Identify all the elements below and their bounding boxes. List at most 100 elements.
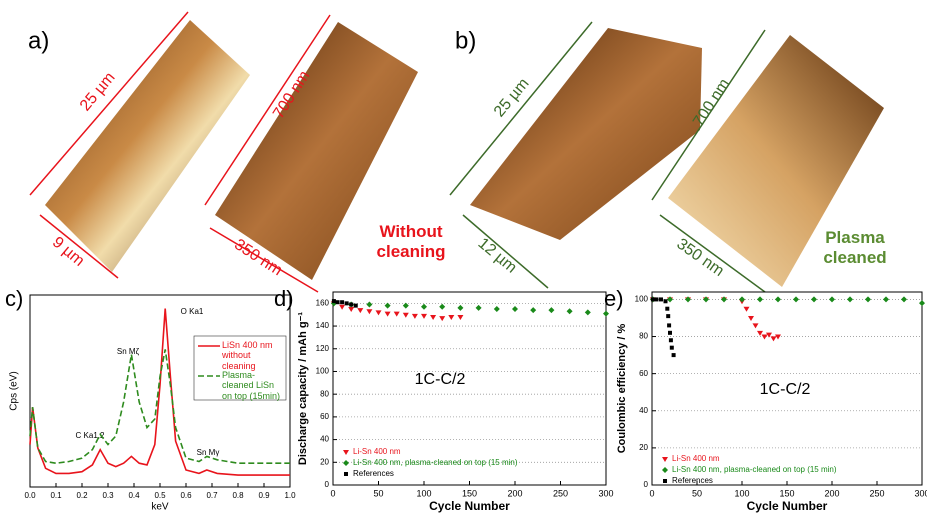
point — [739, 296, 745, 302]
panel-label: a) — [28, 27, 49, 54]
point — [439, 304, 445, 310]
point — [685, 296, 691, 302]
point — [667, 296, 673, 302]
point — [457, 305, 463, 311]
caption: Plasma cleaned — [805, 228, 905, 267]
y-tick-label: 80 — [320, 389, 329, 398]
legend-label: Li-Sn 400 nm — [672, 454, 927, 463]
x-axis-label: Cycle Number — [429, 499, 510, 513]
point — [512, 306, 518, 312]
point — [793, 296, 799, 302]
y-tick-label: 0 — [325, 480, 330, 489]
panel-label: d) — [274, 286, 294, 311]
x-tick-label: 150 — [462, 488, 477, 498]
x-tick-label: 0.6 — [180, 491, 192, 500]
y-tick-label: 60 — [639, 369, 648, 378]
y-tick-label: 100 — [316, 367, 330, 376]
y-tick-label: 0 — [644, 480, 649, 489]
point — [476, 305, 482, 311]
panel-label: b) — [455, 27, 476, 54]
x-tick-label: 0.5 — [154, 491, 166, 500]
point — [847, 296, 853, 302]
legend-swatch — [662, 457, 668, 462]
point — [439, 316, 445, 321]
y-axis-label: Discharge capacity / mAh g⁻¹ — [297, 312, 309, 465]
point — [703, 296, 709, 302]
legend-label: Li-Sn 400 nm, plasma-cleaned on top (15 … — [672, 465, 927, 474]
point — [530, 307, 536, 313]
point — [457, 315, 463, 320]
legend-swatch — [662, 467, 668, 473]
panel-label: c) — [5, 286, 23, 311]
y-axis-label: Cps (eV) — [9, 371, 20, 410]
x-tick-label: 250 — [553, 488, 568, 498]
y-tick-label: 40 — [320, 435, 329, 444]
point — [919, 300, 925, 306]
point — [668, 331, 672, 335]
point — [394, 312, 400, 317]
point — [829, 296, 835, 302]
caption: Without cleaning — [356, 222, 466, 261]
figure: a) 25 µm 9 µm 700 nm 350 nm b) 25 µm 12 … — [0, 0, 927, 515]
x-tick-label: 200 — [824, 488, 839, 498]
x-tick-label: 0.0 — [24, 491, 36, 500]
point — [340, 300, 344, 304]
x-tick-label: 1.0 — [284, 491, 296, 500]
legend-label: Li-Sn 400 nm — [353, 447, 613, 456]
y-tick-label: 40 — [639, 406, 648, 415]
x-tick-label: 0 — [649, 488, 654, 498]
point — [775, 296, 781, 302]
legend-swatch — [343, 460, 349, 466]
legend-swatch — [343, 450, 349, 455]
point — [672, 353, 676, 357]
x-tick-label: 0.8 — [232, 491, 244, 500]
x-tick-label: 300 — [598, 488, 613, 498]
point — [448, 315, 454, 320]
annotation: 1C-C/2 — [760, 381, 811, 398]
legend-label: Li-Sn 400 nm, plasma-cleaned on top (15 … — [353, 458, 613, 467]
point — [385, 303, 391, 309]
point — [762, 335, 768, 340]
point — [403, 313, 409, 318]
point — [670, 346, 674, 350]
x-tick-label: 250 — [869, 488, 884, 498]
annotation: Sn Mζ — [117, 347, 140, 356]
point — [366, 301, 372, 307]
point — [348, 307, 354, 312]
x-tick-label: 0.7 — [206, 491, 218, 500]
scale-label: 12 µm — [475, 235, 520, 277]
point — [345, 301, 349, 305]
x-tick-label: 100 — [416, 488, 431, 498]
x-tick-label: 150 — [779, 488, 794, 498]
point — [721, 296, 727, 302]
legend-label: LiSn 400 nm without cleaning — [222, 340, 282, 371]
x-tick-label: 50 — [373, 488, 383, 498]
legend-label: References — [353, 469, 613, 478]
point — [366, 309, 372, 314]
x-tick-label: 0.2 — [76, 491, 88, 500]
legend-label: Plasma-cleaned LiSn on top (15min) — [222, 370, 282, 401]
y-tick-label: 140 — [316, 321, 330, 330]
y-tick-label: 60 — [320, 412, 329, 421]
point — [336, 300, 340, 304]
point — [421, 314, 427, 319]
point — [585, 309, 591, 315]
point — [883, 296, 889, 302]
x-tick-label: 300 — [914, 488, 927, 498]
point — [655, 297, 659, 301]
x-tick-label: 0.9 — [258, 491, 270, 500]
x-axis-label: Cycle Number — [747, 499, 828, 513]
annotation: 1C-C/2 — [415, 371, 466, 388]
x-tick-label: 200 — [507, 488, 522, 498]
y-tick-label: 160 — [316, 298, 330, 307]
panel-label: e) — [604, 286, 624, 311]
x-tick-label: 0.1 — [50, 491, 62, 500]
x-axis-label: keV — [151, 502, 169, 513]
point — [339, 305, 345, 310]
x-tick-label: 0.3 — [102, 491, 114, 500]
point — [603, 311, 609, 317]
y-tick-label: 100 — [635, 295, 649, 304]
point — [651, 297, 655, 301]
y-axis-label: Coulombic efficiency / % — [616, 323, 628, 453]
y-tick-label: 20 — [639, 443, 648, 452]
